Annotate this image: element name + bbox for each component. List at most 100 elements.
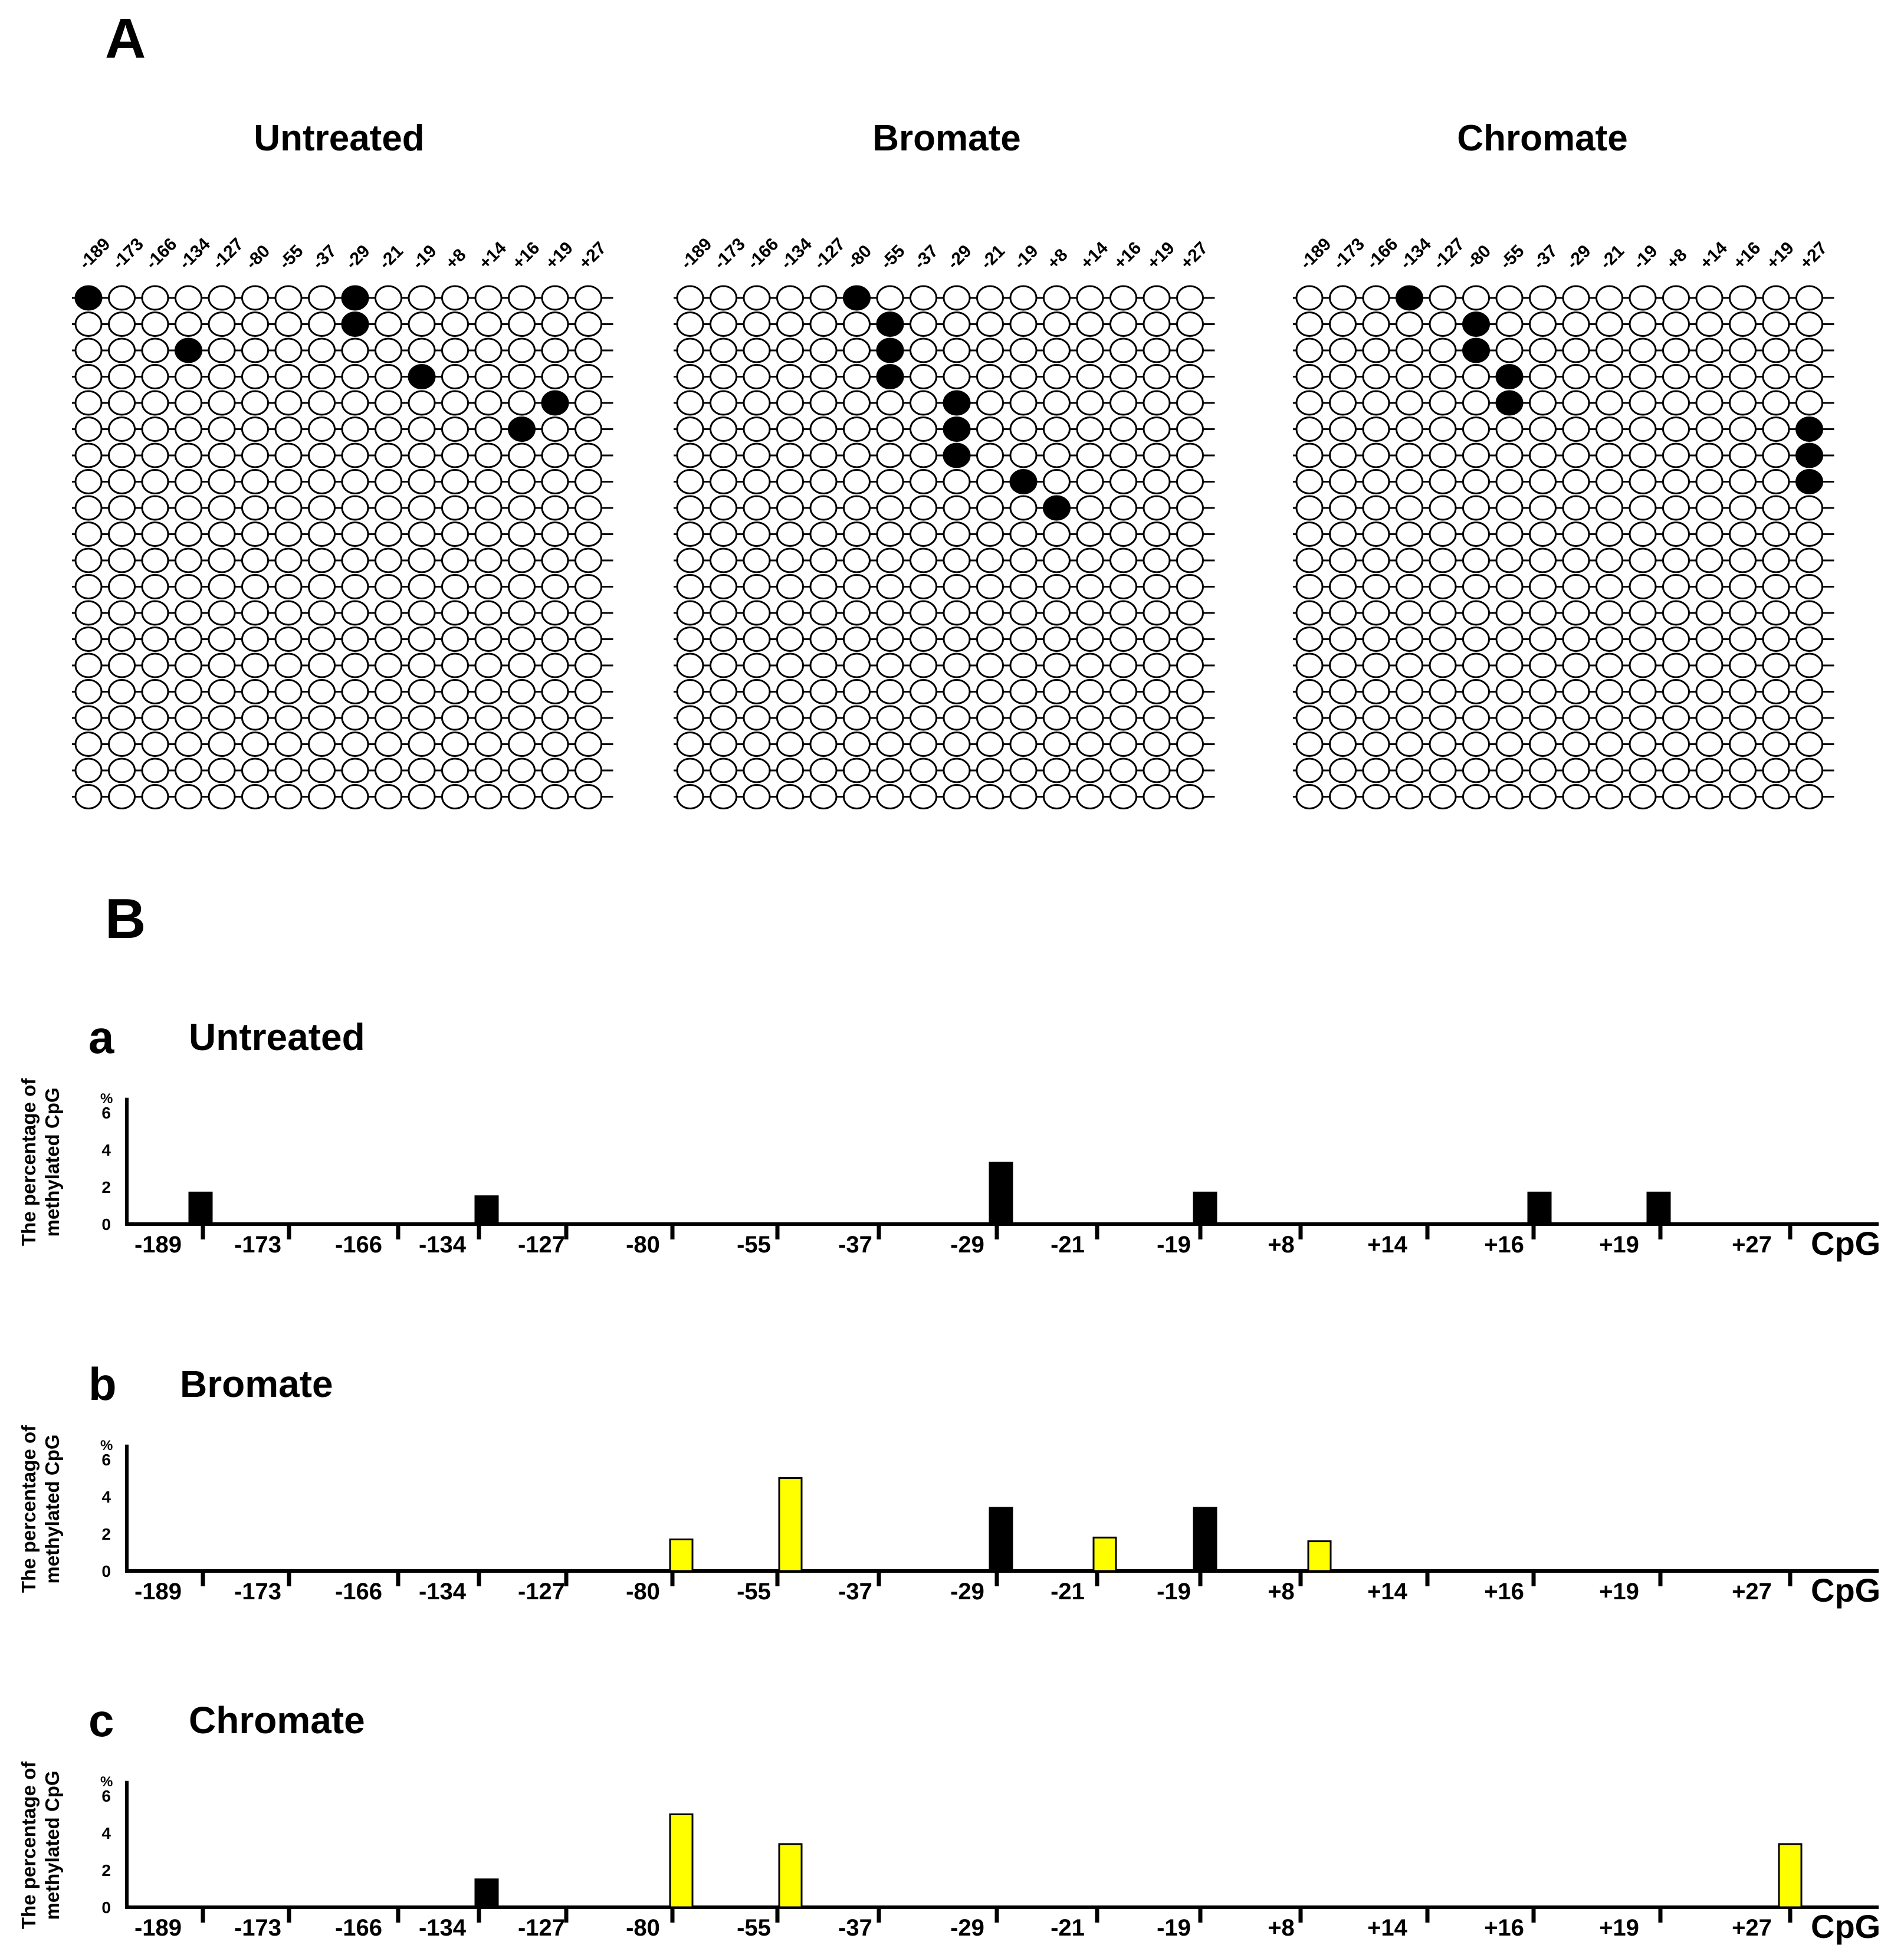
chart-title: Chromate [189,1699,365,1741]
unmethylated-cpg-dot [1109,364,1137,389]
cpg-position-label: +8 [1663,245,1691,273]
unmethylated-cpg-dot [274,416,303,442]
methylation-grid-untreated: Untreated-189-173-166-134-127-80 -55 -37 -2… [72,118,613,809]
unmethylated-cpg-dot [1495,600,1524,626]
unmethylated-cpg-dot [175,416,202,442]
x-tick-label: -37 [838,1232,872,1258]
unmethylated-cpg-dot [1662,469,1690,494]
unmethylated-cpg-dot [843,521,871,547]
unmethylated-cpg-dot [341,390,369,416]
unmethylated-cpg-dot [74,390,103,416]
unmethylated-cpg-dot [1695,285,1724,311]
unmethylated-cpg-dot [208,652,236,678]
unmethylated-cpg-dot [1396,705,1423,731]
unmethylated-cpg-dot [1109,574,1137,599]
unmethylated-cpg-dot [910,311,937,337]
unmethylated-cpg-dot [1295,495,1324,521]
x-tick-label: +16 [1484,1579,1524,1605]
cpg-position-label: +14 [475,238,511,273]
unmethylated-cpg-dot [1562,390,1590,416]
unmethylated-cpg-dot [1629,364,1657,389]
unmethylated-cpg-dot [575,547,602,573]
unmethylated-cpg-dot [1695,311,1724,337]
unmethylated-cpg-dot [1762,521,1790,547]
unmethylated-cpg-dot [408,337,436,363]
unmethylated-cpg-dot [1109,705,1137,731]
unmethylated-cpg-dot [1295,705,1324,731]
unmethylated-cpg-dot [1295,600,1324,626]
unmethylated-cpg-dot [976,784,1004,809]
unmethylated-cpg-dot [241,574,269,599]
unmethylated-cpg-dot [1729,416,1757,442]
unmethylated-cpg-dot [208,521,236,547]
unmethylated-cpg-dot [843,547,871,573]
unmethylated-cpg-dot [308,442,336,468]
unmethylated-cpg-dot [809,364,838,389]
methylated-cpg-dot [1396,285,1423,311]
methylated-cpg-dot [1009,469,1038,494]
unmethylated-cpg-dot [1562,364,1590,389]
unmethylated-cpg-dot [1176,732,1204,757]
unmethylated-cpg-dot [1176,627,1204,652]
unmethylated-cpg-dot [175,732,202,757]
methylated-cpg-dot [341,311,369,337]
unmethylated-cpg-dot [1429,784,1457,809]
unmethylated-cpg-dot [375,705,402,731]
unmethylated-cpg-dot [175,311,202,337]
unmethylated-cpg-dot [710,495,737,521]
unmethylated-cpg-dot [1629,416,1657,442]
unmethylated-cpg-dot [1362,285,1390,311]
unmethylated-cpg-dot [1662,285,1690,311]
unmethylated-cpg-dot [776,574,804,599]
unmethylated-cpg-dot [1695,600,1724,626]
unmethylated-cpg-dot [141,469,169,494]
unmethylated-cpg-dot [1429,757,1457,783]
unmethylated-cpg-dot [241,784,269,809]
cpg-position-label: +27 [1177,238,1212,273]
unmethylated-cpg-dot [308,600,336,626]
unmethylated-cpg-dot [1495,442,1524,468]
unmethylated-cpg-dot [141,732,169,757]
unmethylated-cpg-dot [876,600,904,626]
unmethylated-cpg-dot [1662,311,1690,337]
unmethylated-cpg-dot [676,652,704,678]
y-axis-label-line2: methylated CpG [41,1434,63,1583]
unmethylated-cpg-dot [441,495,469,521]
unmethylated-cpg-dot [676,442,704,468]
unmethylated-cpg-dot [575,627,602,652]
unmethylated-cpg-dot [876,547,904,573]
bar-+19 [1646,1191,1671,1225]
unmethylated-cpg-dot [809,732,838,757]
unmethylated-cpg-dot [1529,521,1557,547]
unmethylated-cpg-dot [743,757,771,783]
cpg-position-label: -173 [710,234,749,273]
cpg-position-label: +27 [1796,238,1831,273]
unmethylated-cpg-dot [1762,757,1790,783]
unmethylated-cpg-dot [375,337,402,363]
unmethylated-cpg-dot [1109,547,1137,573]
unmethylated-cpg-dot [108,469,136,494]
unmethylated-cpg-dot [1362,469,1390,494]
unmethylated-cpg-dot [943,732,971,757]
x-tick-label: -19 [1157,1579,1191,1605]
unmethylated-cpg-dot [1143,652,1171,678]
unmethylated-cpg-dot [1495,784,1524,809]
unmethylated-cpg-dot [508,705,536,731]
unmethylated-cpg-dot [308,547,336,573]
unmethylated-cpg-dot [1429,574,1457,599]
unmethylated-cpg-dot [74,364,103,389]
unmethylated-cpg-dot [241,627,269,652]
methylated-cpg-dot [843,285,871,311]
unmethylated-cpg-dot [375,521,402,547]
unmethylated-cpg-dot [1729,574,1757,599]
unmethylated-cpg-dot [1362,442,1390,468]
unmethylated-cpg-dot [843,364,871,389]
cpg-position-label: -127 [810,234,849,273]
unmethylated-cpg-dot [274,679,303,704]
cpg-position-label: -29 [944,241,976,273]
unmethylated-cpg-dot [1295,732,1324,757]
unmethylated-cpg-dot [1109,679,1137,704]
unmethylated-cpg-dot [308,416,336,442]
unmethylated-cpg-dot [1043,547,1071,573]
unmethylated-cpg-dot [141,757,169,783]
